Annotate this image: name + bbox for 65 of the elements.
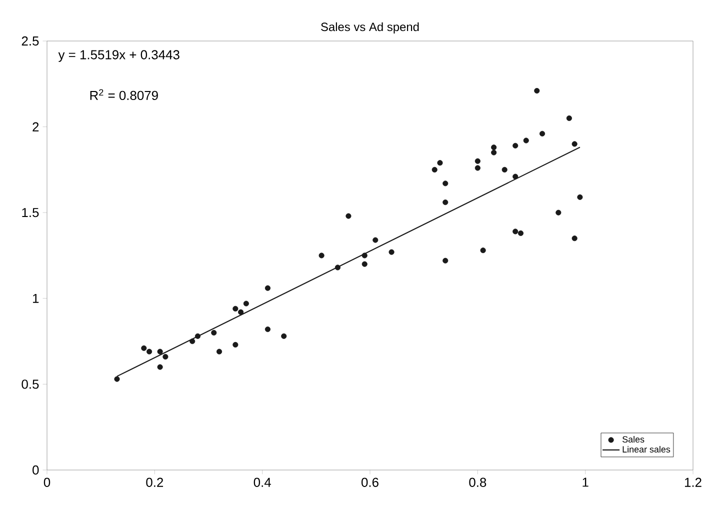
annotation: y = 1.5519x + 0.3443 bbox=[58, 50, 180, 62]
point bbox=[539, 130, 546, 136]
x-tick-label: 0.6 bbox=[362, 478, 378, 487]
point bbox=[362, 252, 368, 258]
x-tick-label: 0.4 bbox=[254, 478, 271, 487]
legend-label: Linear sales bbox=[622, 446, 670, 453]
y-tick-label: 1 bbox=[33, 294, 39, 303]
point bbox=[518, 230, 524, 236]
chart-title: Sales vs Ad spend bbox=[321, 22, 419, 34]
point bbox=[346, 213, 352, 219]
point bbox=[211, 330, 217, 336]
point bbox=[442, 258, 448, 264]
y-tick-label: 1.5 bbox=[22, 208, 39, 218]
point bbox=[556, 210, 562, 216]
point bbox=[474, 158, 480, 164]
x-tick-label: 0 bbox=[44, 478, 50, 487]
point bbox=[141, 345, 147, 351]
x-tick-label: 1 bbox=[582, 478, 588, 487]
y-tick-label: 2 bbox=[32, 122, 39, 132]
point bbox=[491, 150, 497, 156]
point bbox=[474, 165, 480, 171]
point bbox=[157, 348, 163, 354]
y-tick-label: 2.5 bbox=[22, 36, 39, 46]
point bbox=[362, 261, 368, 267]
point bbox=[512, 228, 518, 234]
point bbox=[238, 309, 244, 315]
point bbox=[523, 138, 529, 144]
point bbox=[232, 342, 238, 348]
point bbox=[232, 306, 238, 312]
x-tick-label: 1.2 bbox=[684, 478, 702, 487]
annotation: R$^{2}$ = 0.8079 bbox=[90, 89, 158, 100]
point bbox=[502, 166, 508, 172]
y-tick-label: 0.5 bbox=[22, 380, 39, 389]
point bbox=[146, 348, 152, 354]
point bbox=[572, 141, 578, 147]
point bbox=[264, 285, 271, 291]
point bbox=[512, 174, 518, 180]
point bbox=[162, 354, 168, 360]
point bbox=[372, 237, 378, 243]
point bbox=[388, 249, 394, 255]
x-tick-label: 0.8 bbox=[469, 478, 486, 487]
point bbox=[190, 338, 196, 344]
point bbox=[194, 333, 201, 339]
point bbox=[577, 194, 583, 200]
point bbox=[216, 348, 222, 354]
point bbox=[442, 180, 448, 186]
point bbox=[491, 144, 497, 150]
point bbox=[566, 115, 572, 122]
point bbox=[480, 248, 486, 254]
point bbox=[512, 142, 518, 148]
point bbox=[264, 326, 271, 332]
point bbox=[243, 300, 249, 306]
x-tick-label: 0.2 bbox=[146, 478, 164, 487]
point bbox=[157, 364, 163, 370]
point bbox=[572, 236, 578, 242]
point bbox=[534, 88, 540, 94]
point bbox=[432, 166, 438, 172]
point bbox=[318, 252, 324, 258]
y-tick-label: 0 bbox=[32, 465, 39, 475]
point bbox=[442, 200, 448, 206]
point bbox=[437, 160, 443, 166]
point bbox=[281, 333, 287, 339]
point bbox=[334, 264, 340, 270]
legend-label: Sales bbox=[622, 436, 644, 443]
point bbox=[114, 376, 120, 382]
